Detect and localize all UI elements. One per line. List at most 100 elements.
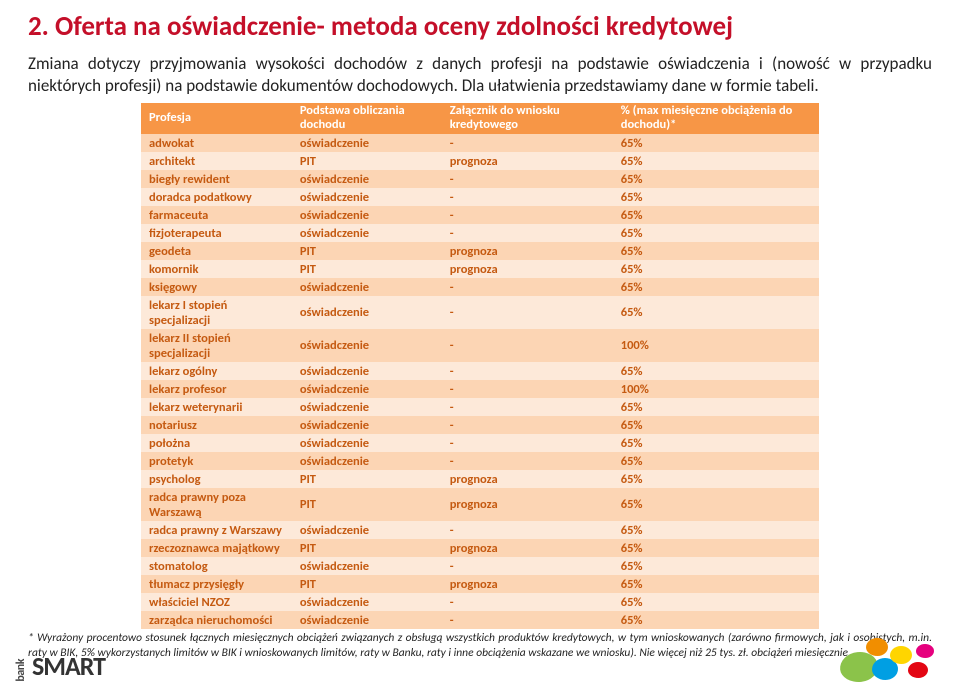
table-row: fizjoterapeutaoświadczenie-65% (141, 224, 819, 242)
table-cell: prognoza (442, 152, 613, 170)
table-row: protetykoświadczenie-65% (141, 452, 819, 470)
table-cell: - (442, 398, 613, 416)
table-cell: 65% (613, 434, 819, 452)
table-cell: lekarz I stopień specjalizacji (141, 296, 292, 329)
table-cell: oświadczenie (292, 206, 442, 224)
table-cell: - (442, 134, 613, 152)
table-cell: - (442, 278, 613, 296)
logo-bank-text: bank (14, 659, 28, 682)
table-cell: 65% (613, 260, 819, 278)
table-row: radca prawny z Warszawyoświadczenie-65% (141, 521, 819, 539)
table-cell: księgowy (141, 278, 292, 296)
table-cell: 65% (613, 206, 819, 224)
col-percent: % (max miesięczne obciążenia do dochodu)… (613, 103, 819, 135)
table-cell: 65% (613, 539, 819, 557)
table-row: notariuszoświadczenie-65% (141, 416, 819, 434)
table-cell: 65% (613, 398, 819, 416)
table-cell: komornik (141, 260, 292, 278)
table-cell: - (442, 521, 613, 539)
table-cell: - (442, 611, 613, 629)
table-row: tłumacz przysięgłyPITprognoza65% (141, 575, 819, 593)
table-row: księgowyoświadczenie-65% (141, 278, 819, 296)
table-row: rzeczoznawca majątkowyPITprognoza65% (141, 539, 819, 557)
table-cell: oświadczenie (292, 170, 442, 188)
table-cell: fizjoterapeuta (141, 224, 292, 242)
page-title: 2. Oferta na oświadczenie- metoda oceny … (28, 10, 932, 43)
table-cell: PIT (292, 539, 442, 557)
table-cell: oświadczenie (292, 134, 442, 152)
table-cell: 65% (613, 557, 819, 575)
table-cell: prognoza (442, 260, 613, 278)
table-cell: 65% (613, 488, 819, 521)
table-cell: oświadczenie (292, 557, 442, 575)
table-cell: - (442, 206, 613, 224)
table-cell: oświadczenie (292, 380, 442, 398)
table-cell: - (442, 434, 613, 452)
table-row: lekarz ogólnyoświadczenie-65% (141, 362, 819, 380)
table-cell: 65% (613, 170, 819, 188)
table-cell: oświadczenie (292, 296, 442, 329)
table-cell: lekarz weterynarii (141, 398, 292, 416)
table-cell: 65% (613, 188, 819, 206)
table-row: stomatologoświadczenie-65% (141, 557, 819, 575)
table-cell: 65% (613, 242, 819, 260)
table-cell: PIT (292, 152, 442, 170)
blob-yellow-icon (890, 646, 912, 664)
table-cell: - (442, 557, 613, 575)
table-row: położnaoświadczenie-65% (141, 434, 819, 452)
table-cell: protetyk (141, 452, 292, 470)
footnote: * Wyrażony procentowo stosunek łącznych … (28, 631, 932, 660)
table-cell: oświadczenie (292, 224, 442, 242)
table-cell: oświadczenie (292, 593, 442, 611)
professions-table: Profesja Podstawa obliczania dochodu Zał… (141, 103, 819, 630)
table-cell: notariusz (141, 416, 292, 434)
table-cell: radca prawny z Warszawy (141, 521, 292, 539)
table-cell: 65% (613, 152, 819, 170)
blob-pink-icon (916, 644, 934, 658)
table-cell: prognoza (442, 470, 613, 488)
table-row: architektPITprognoza65% (141, 152, 819, 170)
table-cell: oświadczenie (292, 521, 442, 539)
table-row: radca prawny poza WarszawąPITprognoza65% (141, 488, 819, 521)
table-cell: lekarz profesor (141, 380, 292, 398)
table-cell: 65% (613, 521, 819, 539)
table-cell: prognoza (442, 539, 613, 557)
table-cell: oświadczenie (292, 398, 442, 416)
table-cell: 65% (613, 575, 819, 593)
table-cell: 65% (613, 593, 819, 611)
table-header-row: Profesja Podstawa obliczania dochodu Zał… (141, 103, 819, 135)
page: 2. Oferta na oświadczenie- metoda oceny … (0, 0, 960, 690)
intro-paragraph: Zmiana dotyczy przyjmowania wysokości do… (28, 53, 932, 97)
decorative-blobs (820, 627, 940, 682)
table-cell: rzeczoznawca majątkowy (141, 539, 292, 557)
table-cell: prognoza (442, 575, 613, 593)
table-cell: PIT (292, 470, 442, 488)
table-cell: 65% (613, 452, 819, 470)
table-cell: prognoza (442, 242, 613, 260)
table-cell: psycholog (141, 470, 292, 488)
table-body: adwokatoświadczenie-65%architektPITprogn… (141, 134, 819, 629)
table-cell: radca prawny poza Warszawą (141, 488, 292, 521)
table-cell: - (442, 593, 613, 611)
table-cell: doradca podatkowy (141, 188, 292, 206)
table-row: właściciel NZOZoświadczenie-65% (141, 593, 819, 611)
table-row: psychologPITprognoza65% (141, 470, 819, 488)
table-cell: tłumacz przysięgły (141, 575, 292, 593)
col-attachment: Załącznik do wniosku kredytowego (442, 103, 613, 135)
table-row: zarządca nieruchomościoświadczenie-65% (141, 611, 819, 629)
table-cell: - (442, 224, 613, 242)
table-cell: zarządca nieruchomości (141, 611, 292, 629)
table-cell: PIT (292, 242, 442, 260)
table-cell: oświadczenie (292, 452, 442, 470)
table-row: geodetaPITprognoza65% (141, 242, 819, 260)
table-row: biegły rewidentoświadczenie-65% (141, 170, 819, 188)
table-cell: - (442, 296, 613, 329)
table-cell: 100% (613, 380, 819, 398)
table-cell: 65% (613, 362, 819, 380)
table-cell: lekarz ogólny (141, 362, 292, 380)
table-cell: oświadczenie (292, 416, 442, 434)
table-cell: oświadczenie (292, 278, 442, 296)
table-cell: oświadczenie (292, 329, 442, 362)
table-row: komornikPITprognoza65% (141, 260, 819, 278)
table-cell: 65% (613, 134, 819, 152)
